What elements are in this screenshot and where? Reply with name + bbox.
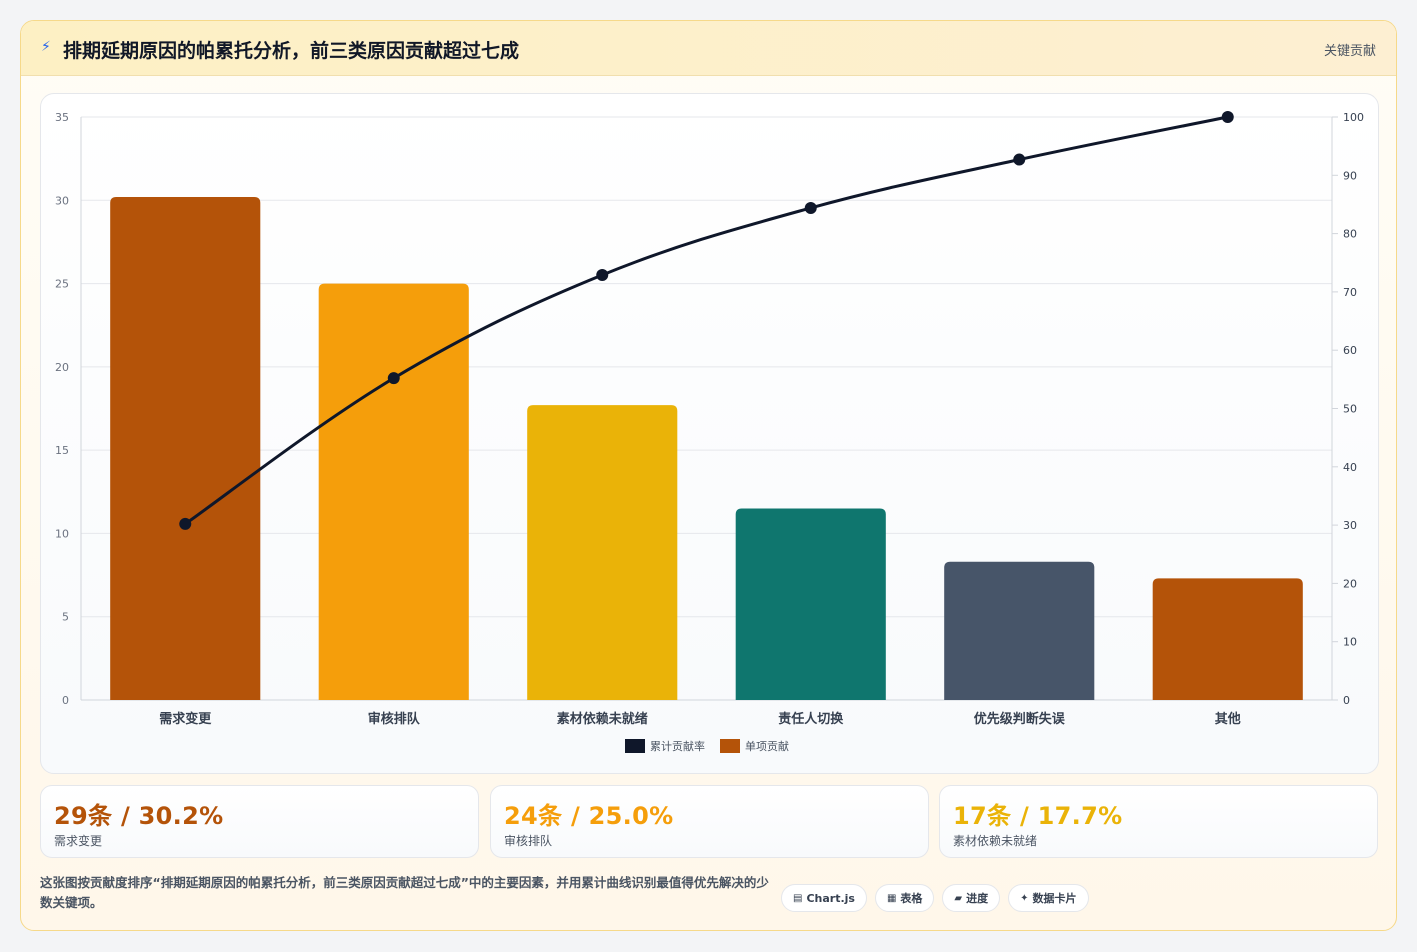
table-icon: ▦	[886, 892, 897, 904]
tag-data-card[interactable]: ✦ 数据卡片	[1008, 884, 1089, 912]
cumulative-point	[596, 268, 609, 281]
stat-value: 29条 / 30.2%	[54, 802, 224, 830]
y2-tick-label: 0	[1343, 694, 1350, 707]
cumulative-point	[1221, 111, 1234, 123]
y2-tick-label: 40	[1343, 461, 1357, 474]
stat-value: 24条 / 25.0%	[504, 802, 674, 830]
bar	[110, 196, 261, 700]
tag-label: 进度	[966, 892, 989, 905]
cumulative-point	[804, 201, 817, 214]
tag-chartjs[interactable]: ▤ Chart.js	[781, 884, 867, 912]
tag-label: Chart.js	[806, 891, 855, 905]
bar	[735, 508, 886, 700]
tag-label: 数据卡片	[1032, 892, 1077, 905]
cumulative-line	[184, 115, 1229, 526]
bar	[318, 283, 469, 700]
legend-label: 单项贡献	[745, 739, 789, 753]
key-contribution-badge: 关键贡献	[1323, 44, 1376, 59]
stat-label: 需求变更	[54, 834, 103, 848]
y2-tick-label: 100	[1343, 111, 1364, 124]
bar	[527, 405, 678, 700]
chart-icon: ▤	[793, 892, 803, 904]
stat-value: 17条 / 17.7%	[953, 802, 1123, 830]
progress-icon: ▰	[954, 892, 963, 904]
stat-label: 素材依赖未就绪	[953, 834, 1038, 848]
y-tick-label: 10	[55, 527, 69, 540]
y2-tick-label: 50	[1343, 403, 1357, 416]
legend-swatch	[720, 739, 740, 753]
tag-progress[interactable]: ▰ 进度	[942, 884, 1001, 912]
y-tick-label: 25	[55, 278, 69, 291]
y2-tick-label: 10	[1343, 636, 1357, 649]
x-tick-label: 素材依赖未就绪	[557, 711, 648, 727]
cumulative-point	[1013, 153, 1026, 166]
x-tick-label: 审核排队	[368, 711, 421, 727]
chart-title: 排期延期原因的帕累托分析，前三类原因贡献超过七成	[63, 40, 520, 62]
y2-tick-label: 60	[1343, 344, 1357, 357]
chart-description: 这张图按贡献度排序“排期延期原因的帕累托分析，前三类原因贡献超过七成”中的主要因…	[40, 875, 769, 910]
y-tick-label: 15	[55, 444, 69, 457]
sparkle-icon: ✦	[1020, 892, 1029, 904]
bar	[1152, 578, 1303, 700]
x-tick-label: 责任人切换	[778, 711, 844, 727]
stat-card-2: 24条 / 25.0% 审核排队	[490, 785, 929, 858]
y2-tick-label: 70	[1343, 286, 1357, 299]
y-tick-label: 30	[55, 194, 69, 207]
x-tick-label: 需求变更	[159, 711, 212, 727]
x-tick-label: 优先级判断失误	[974, 711, 1066, 727]
y-tick-label: 20	[55, 361, 69, 374]
cumulative-point	[179, 517, 192, 530]
chart-card: ⚡ 排期延期原因的帕累托分析，前三类原因贡献超过七成 关键贡献 0 5 10 15 20…	[20, 20, 1397, 931]
card-header: ⚡ 排期延期原因的帕累托分析，前三类原因贡献超过七成 关键贡献	[21, 21, 1396, 76]
chart-panel: 0 5 10 15 20 25 30 35 0 10 20 30 40 50 60 70 80 90 100 需求变更…	[40, 93, 1379, 774]
legend-swatch	[625, 739, 645, 753]
bar	[944, 561, 1095, 700]
stat-label: 审核排队	[504, 834, 553, 848]
y-tick-label: 0	[62, 694, 69, 707]
legend-label: 累计贡献率	[650, 739, 705, 753]
y2-tick-label: 80	[1343, 228, 1357, 241]
y2-tick-label: 30	[1343, 519, 1357, 532]
tag-list: ▤ Chart.js ▦ 表格 ▰ 进度 ✦ 数据卡片	[781, 884, 1089, 912]
x-tick-label: 其他	[1215, 711, 1241, 727]
y2-tick-label: 20	[1343, 577, 1357, 590]
tag-table[interactable]: ▦ 表格	[874, 884, 935, 912]
cumulative-point	[387, 372, 400, 385]
lightning-icon: ⚡	[41, 39, 51, 55]
stat-card-1: 29条 / 30.2% 需求变更	[40, 785, 479, 858]
y-tick-label: 35	[55, 111, 69, 124]
tag-label: 表格	[900, 892, 923, 905]
y-tick-label: 5	[62, 611, 69, 624]
y2-tick-label: 90	[1343, 169, 1357, 182]
pareto-chart: 0 5 10 15 20 25 30 35 0 10 20 30 40 50 60 70 80 90 100 需求变更…	[55, 111, 1364, 753]
stat-card-3: 17条 / 17.7% 素材依赖未就绪	[939, 785, 1378, 858]
